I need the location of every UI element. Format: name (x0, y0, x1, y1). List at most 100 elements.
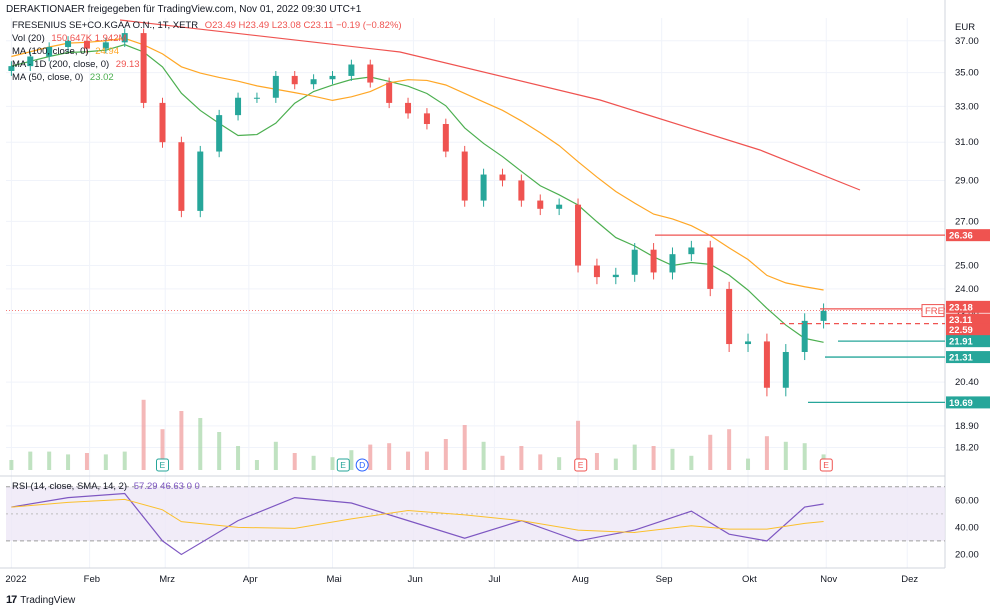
volume-bar (708, 434, 713, 470)
candle-body (688, 247, 695, 255)
ma200-line (119, 19, 861, 191)
volume-bar (292, 453, 297, 470)
ma1d-label: MA · 1D (200, close, 0) (12, 59, 110, 70)
price-tag-box (946, 313, 990, 326)
ma100-value: 24.94 (95, 46, 119, 57)
volume-bar (387, 443, 392, 470)
price-tag-box (946, 351, 990, 364)
rsi-values: 57.29 46.63 0 0 (133, 481, 200, 492)
candle-body (782, 351, 789, 388)
candle-body (367, 64, 374, 83)
candle-body (575, 204, 582, 266)
volume-bar (500, 455, 505, 470)
candle-body (499, 174, 506, 181)
price-tick-label: 24.00 (955, 284, 979, 295)
volume-bar (557, 457, 562, 470)
time-tick-label: Jul (488, 574, 500, 585)
ma50-value: 23.02 (89, 72, 114, 83)
candle-body (801, 320, 808, 352)
volume-bar (651, 446, 656, 470)
candle-body (329, 75, 336, 80)
volume-bar (198, 418, 203, 470)
volume-bar (330, 457, 335, 470)
price-tag-box (946, 396, 990, 409)
legend-ma100-row[interactable]: MA (100, close, 0) 24.94 (12, 46, 119, 57)
time-tick-label: Feb (84, 574, 100, 585)
time-tick-label: Apr (243, 574, 258, 585)
volume-bar (764, 436, 769, 470)
candle-body (707, 247, 714, 289)
price-tag-label: 23.18 (949, 302, 973, 313)
event-marker-letter: D (359, 460, 365, 470)
candle-body (83, 40, 90, 49)
legend-volume-row[interactable]: Vol (20) 150.647K 1.942M (12, 33, 126, 44)
rsi-tick-label: 20.00 (955, 549, 979, 560)
candle-body (537, 200, 544, 209)
dividend-marker-icon (355, 458, 369, 472)
price-tick-label: 18.20 (955, 443, 979, 454)
volume-bar (273, 441, 278, 470)
volume-bar (727, 429, 732, 470)
candle-body (442, 124, 449, 152)
volume-bar (746, 458, 751, 470)
volume-bar (519, 446, 524, 470)
volume-bar (160, 429, 165, 470)
rsi-label: RSI (14, close, SMA, 14, 2) (12, 481, 128, 492)
candle-body (235, 97, 242, 116)
price-tag-box (946, 300, 990, 313)
legend-ma50-row[interactable]: MA (50, close, 0) 23.02 (12, 72, 114, 83)
price-tick-label: 29.00 (955, 175, 979, 186)
candle-body (253, 97, 260, 99)
candle-body (726, 288, 733, 345)
tradingview-footer[interactable]: 17 TradingView (6, 594, 75, 606)
currency-label: EUR (955, 22, 975, 33)
candle-body (216, 115, 223, 152)
price-tick-label: 18.90 (955, 421, 979, 432)
price-tag-box (946, 229, 990, 242)
candle-body (8, 66, 15, 72)
volume-bar (28, 451, 33, 470)
time-tick-label: Mrz (159, 574, 175, 585)
price-tick-label: 25.00 (955, 261, 979, 272)
volume-bar (576, 420, 581, 470)
ma50-label: MA (50, close, 0) (12, 72, 84, 83)
candle-body (178, 142, 185, 211)
ma100-line (11, 37, 824, 291)
earnings-marker-icon (156, 458, 169, 472)
event-marker-letter: E (823, 460, 829, 470)
candle-body (405, 102, 412, 114)
volume-bar (594, 453, 599, 470)
price-tick-label: 33.00 (955, 101, 979, 112)
volume-bar (481, 441, 486, 470)
earnings-marker-icon (336, 458, 350, 472)
candle-body (650, 249, 657, 273)
candle-body (272, 75, 279, 98)
volume-bar (613, 458, 618, 470)
candle-body (480, 174, 487, 201)
candle-body (423, 113, 430, 125)
candle-body (65, 40, 72, 48)
volume-bar (538, 454, 543, 470)
legend-ma1d-row[interactable]: MA · 1D (200, close, 0) 29.13 (12, 59, 140, 70)
volume-bar (670, 448, 675, 470)
rsi-ma-line (11, 498, 824, 533)
volume-bar (236, 446, 241, 470)
volume-bar (424, 451, 429, 470)
price-tag-label: 21.31 (949, 353, 973, 364)
legend-rsi-row[interactable]: RSI (14, close, SMA, 14, 2) 57.29 46.63 … (12, 481, 200, 492)
symbol-name: FRESENIUS SE+CO.KGAA O.N., 1T, XETR (12, 20, 199, 31)
earnings-marker-icon (574, 458, 588, 472)
tradingview-logo-icon: 17 (6, 594, 17, 606)
volume-bar (122, 451, 127, 470)
candle-body (310, 79, 317, 85)
candle-body (461, 151, 468, 201)
price-tag-label: 23.11 (949, 315, 973, 326)
candle-body (518, 180, 525, 201)
candle-body (27, 56, 34, 67)
tradingview-brand: TradingView (20, 594, 76, 606)
candle-body (556, 204, 563, 209)
volume-bar (254, 460, 259, 470)
candle-body (612, 274, 619, 278)
price-tick-label: 20.40 (955, 377, 979, 388)
